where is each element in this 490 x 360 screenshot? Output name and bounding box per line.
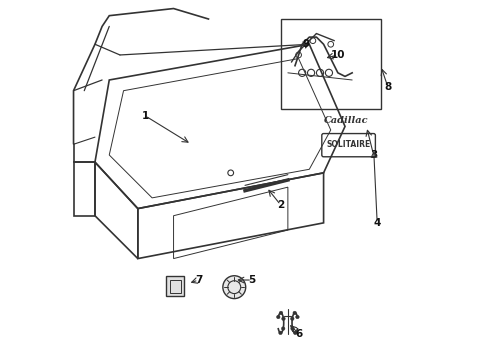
- Text: 7: 7: [195, 275, 202, 285]
- Text: 5: 5: [248, 275, 256, 285]
- Text: 10: 10: [331, 50, 345, 60]
- Circle shape: [291, 317, 294, 320]
- Circle shape: [276, 315, 280, 319]
- Circle shape: [291, 327, 294, 330]
- Text: 4: 4: [373, 218, 381, 228]
- Text: 6: 6: [295, 329, 302, 339]
- Text: 1: 1: [141, 111, 148, 121]
- Circle shape: [294, 331, 297, 335]
- Bar: [170, 280, 181, 293]
- Text: 3: 3: [370, 150, 377, 160]
- Circle shape: [296, 52, 301, 58]
- Text: 9: 9: [302, 39, 309, 49]
- Circle shape: [281, 327, 285, 330]
- Text: Cadillac: Cadillac: [323, 116, 368, 125]
- Text: SOLITAIRE: SOLITAIRE: [326, 140, 371, 149]
- Bar: [281, 19, 381, 109]
- Bar: [167, 276, 184, 296]
- Circle shape: [279, 311, 283, 315]
- Circle shape: [279, 331, 282, 335]
- Circle shape: [310, 38, 316, 44]
- Circle shape: [282, 317, 285, 320]
- Circle shape: [223, 276, 245, 298]
- Circle shape: [328, 41, 334, 47]
- Text: 2: 2: [277, 200, 284, 210]
- Circle shape: [295, 315, 299, 319]
- Circle shape: [293, 311, 296, 315]
- Text: 8: 8: [384, 82, 392, 92]
